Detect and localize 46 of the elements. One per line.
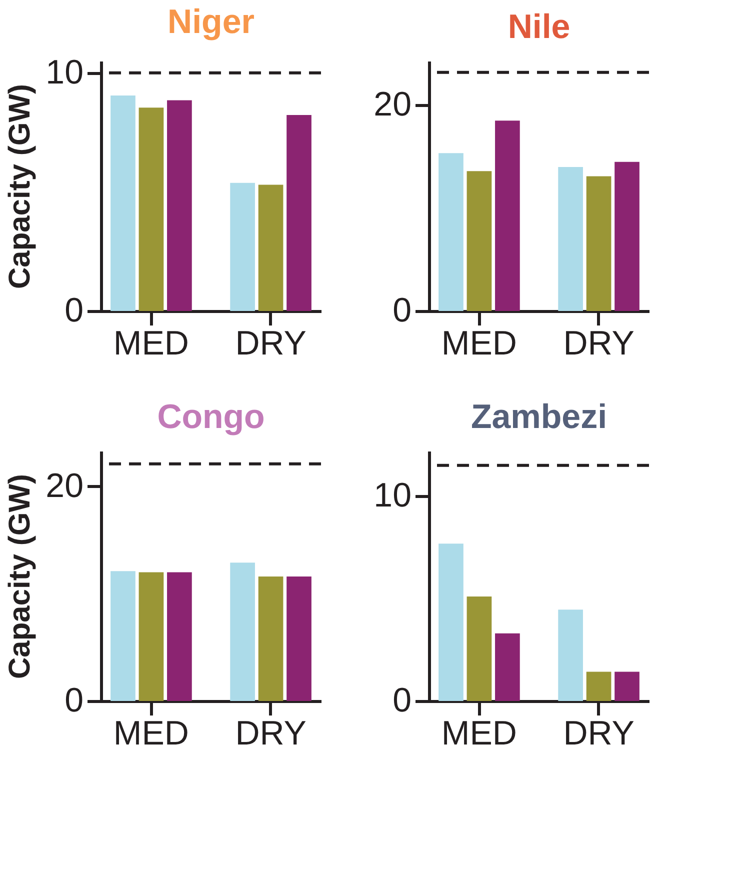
bar — [466, 596, 492, 701]
bar — [586, 176, 612, 311]
y-tick-label: 20 — [374, 86, 412, 124]
chart-title: Zambezi — [470, 398, 608, 436]
y-tick-label: 0 — [64, 682, 84, 720]
x-tick-label: MED — [113, 714, 189, 752]
bar — [110, 571, 136, 701]
bar — [138, 572, 164, 701]
chart-title: Niger — [168, 2, 254, 41]
bar — [558, 610, 583, 701]
bar — [230, 182, 255, 311]
bar — [438, 544, 464, 701]
bar — [586, 672, 612, 701]
bar — [258, 184, 284, 311]
bar — [614, 162, 640, 311]
bar — [495, 633, 520, 701]
chart-title: Congo — [157, 398, 265, 436]
bar — [466, 171, 492, 311]
bar — [167, 572, 192, 701]
x-tick-label: DRY — [563, 324, 634, 362]
bar — [438, 153, 464, 311]
y-tick-label: 0 — [64, 292, 84, 330]
x-tick-label: MED — [441, 324, 517, 362]
x-tick-label: DRY — [235, 714, 306, 752]
y-axis-title: Capacity (GW) — [4, 474, 37, 680]
y-tick-label: 0 — [392, 682, 412, 720]
bar — [495, 120, 520, 311]
chart-title: Nile — [508, 8, 570, 46]
bar — [167, 100, 192, 311]
y-axis-title: Capacity (GW) — [4, 84, 37, 290]
y-tick-label: 20 — [46, 466, 84, 505]
y-tick-label: 0 — [392, 292, 412, 330]
x-tick-label: MED — [113, 324, 189, 362]
y-tick-label: 10 — [46, 53, 84, 92]
x-tick-label: DRY — [235, 324, 306, 362]
bar — [110, 96, 136, 311]
y-tick-label: 10 — [374, 476, 412, 515]
bar — [138, 108, 164, 311]
x-tick-label: DRY — [563, 714, 634, 752]
bar — [230, 562, 255, 701]
bar — [258, 576, 284, 701]
bar — [286, 576, 312, 701]
bar — [558, 166, 583, 311]
bar — [614, 672, 640, 701]
bar — [286, 115, 312, 311]
x-tick-label: MED — [441, 714, 517, 752]
